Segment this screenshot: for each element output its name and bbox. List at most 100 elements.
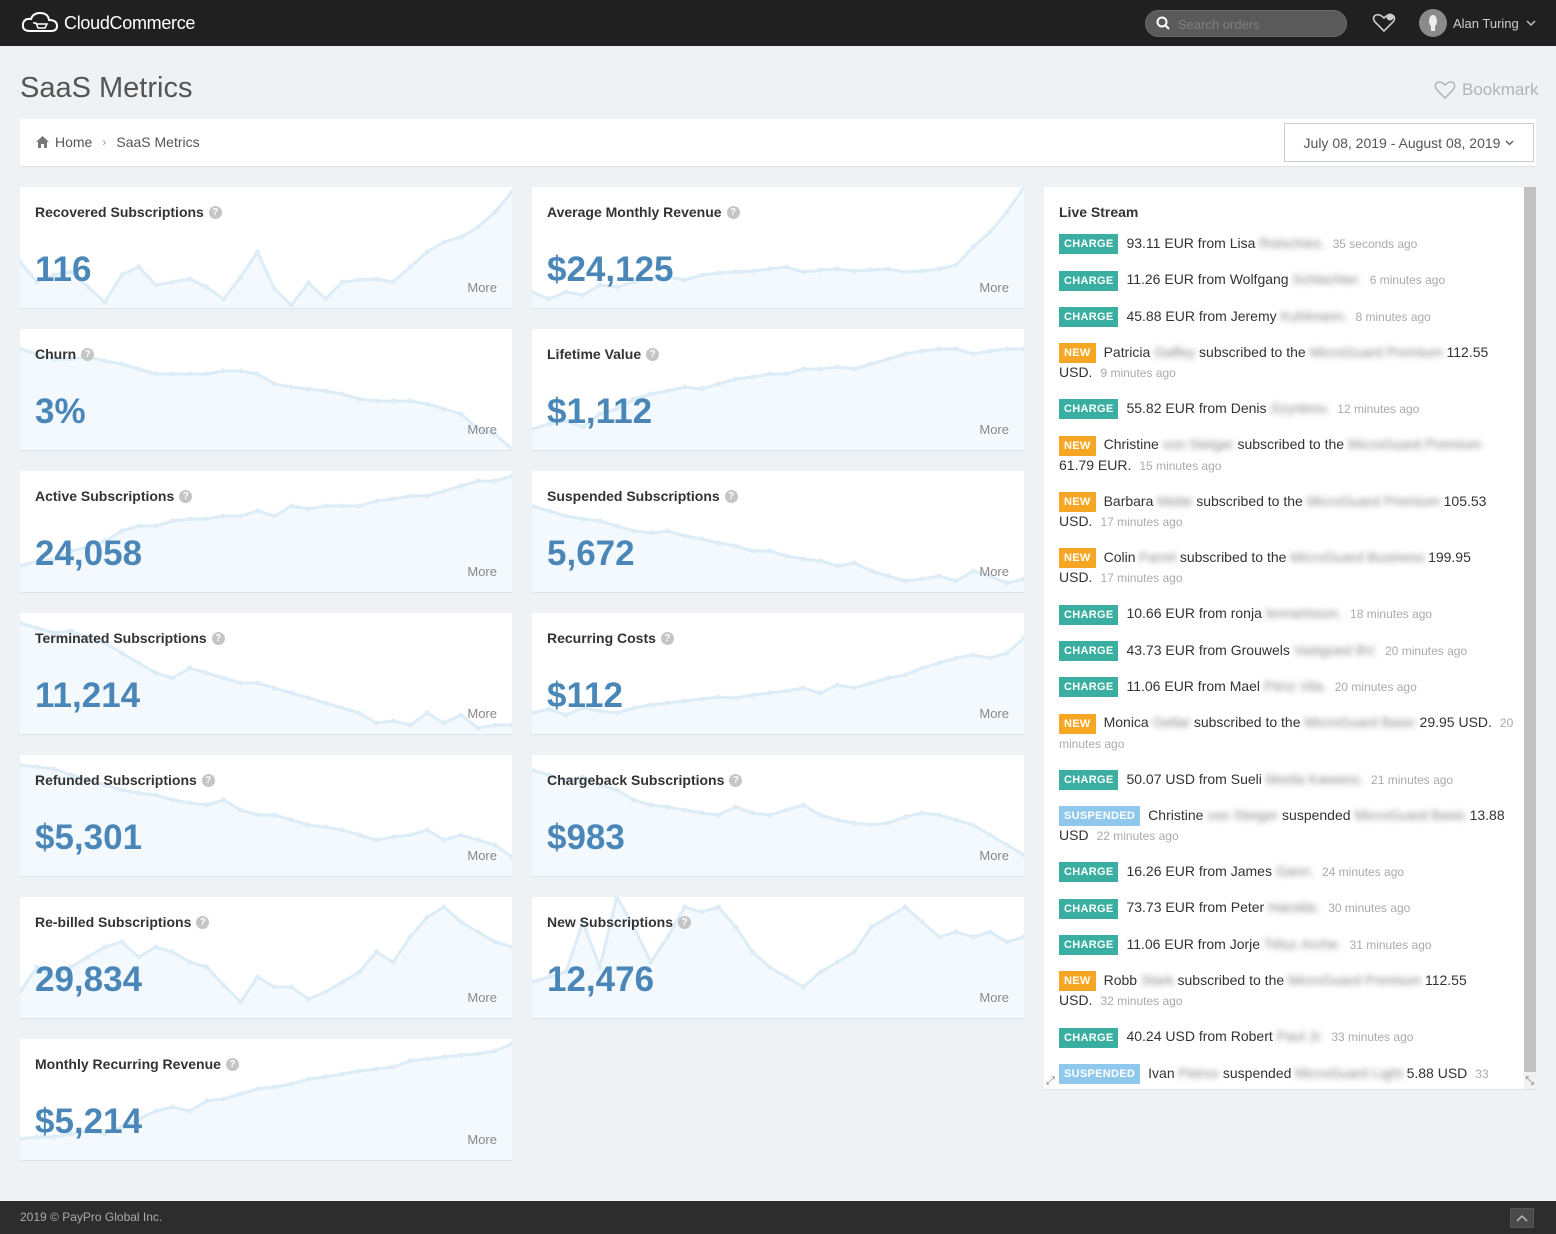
event-action: subscribed to the (1193, 714, 1301, 731)
more-link[interactable]: More (979, 280, 1009, 295)
breadcrumb: Home › SaaS Metrics (36, 134, 200, 150)
resize-handle-icon[interactable]: ⤢ (1046, 1075, 1055, 1087)
more-link[interactable]: More (979, 706, 1009, 721)
stream-event: SUSPENDED Christine von Steiger suspended… (1059, 806, 1514, 846)
sparkline-chart (20, 762, 512, 876)
event-text: 73.73 EUR from Peter (1126, 899, 1265, 916)
help-icon[interactable]: ? (678, 915, 692, 929)
help-icon[interactable]: ? (81, 347, 95, 361)
metric-title-text: Monthly Recurring Revenue (35, 1056, 221, 1072)
event-time: 17 minutes ago (1100, 515, 1183, 530)
metric-title-text: Re-billed Subscriptions (35, 914, 192, 930)
more-link[interactable]: More (467, 706, 497, 721)
event-text: 55.82 EUR from Denis (1126, 400, 1267, 417)
event-action: suspended (1222, 1064, 1292, 1081)
sparkline-chart (20, 189, 512, 308)
chevron-down-icon (1526, 20, 1536, 26)
event-time: 33 minutes ago (1331, 1030, 1414, 1045)
more-link[interactable]: More (979, 848, 1009, 863)
event-customer-name: Vastgoed BV. (1293, 641, 1378, 658)
event-product: MicroGuard Premium (1288, 972, 1422, 989)
brand-logo[interactable]: CloudCommerce (20, 11, 195, 35)
event-product: MicroGuard Business (1290, 549, 1425, 566)
bookmark-button[interactable]: Bookmark (1434, 80, 1539, 100)
event-customer-name: Szynkiov. (1270, 400, 1330, 417)
bookmarks-heart-icon[interactable] (1372, 13, 1396, 33)
resize-handle-icon[interactable]: ⤡ (1525, 1075, 1534, 1087)
scroll-to-top-button[interactable] (1510, 1208, 1534, 1228)
live-stream-title: Live Stream (1059, 204, 1139, 220)
event-text: Ivan (1148, 1064, 1175, 1081)
metric-value: 29,834 (35, 960, 143, 999)
breadcrumb-home[interactable]: Home (55, 134, 93, 150)
event-amount: 105.53 USD. (1059, 492, 1487, 530)
event-time: 6 minutes ago (1369, 273, 1446, 288)
help-icon[interactable]: ? (729, 773, 743, 787)
stream-event: NEW Patricia Gaffey subscribed to the Mic… (1059, 343, 1514, 383)
scrollbar-thumb[interactable] (1524, 187, 1536, 1072)
help-icon[interactable]: ? (724, 489, 738, 503)
event-type-badge: CHARGE (1059, 270, 1119, 291)
home-icon (36, 136, 49, 148)
event-text: 43.73 EUR from Grouwels (1126, 641, 1290, 658)
event-text: 16.26 EUR from James (1126, 863, 1272, 880)
help-icon[interactable]: ? (196, 915, 210, 929)
scrollbar-track[interactable] (1524, 187, 1536, 1089)
event-time: 15 minutes ago (1139, 458, 1222, 473)
event-text: 45.88 EUR from Jeremy (1126, 307, 1277, 324)
stream-event: NEW Christine von Steiger subscribed to t… (1059, 435, 1514, 475)
user-name: Alan Turing (1453, 15, 1519, 31)
metric-title-text: Lifetime Value (547, 346, 642, 362)
more-link[interactable]: More (979, 990, 1009, 1005)
stream-event: CHARGE 11.06 EUR from Jorje Téluc Arche. 3… (1059, 935, 1514, 956)
more-link[interactable]: More (979, 564, 1009, 579)
user-menu[interactable]: Alan Turing (1419, 9, 1536, 37)
sparkline-chart (532, 767, 1024, 876)
metric-card-terminated-subscriptions: Terminated Subscriptions ? 11,214 More (20, 613, 512, 735)
sparkline-chart (20, 904, 512, 1018)
event-type-badge: NEW (1059, 343, 1096, 364)
metric-card-monthly-recurring-revenue: Monthly Recurring Revenue ? $5,214 More (20, 1039, 512, 1161)
metric-title: Re-billed Subscriptions ? (35, 914, 210, 930)
more-link[interactable]: More (467, 280, 497, 295)
event-text: 40.24 USD from Robert (1126, 1028, 1273, 1045)
date-range-picker[interactable]: July 08, 2019 - August 08, 2019 (1284, 123, 1534, 162)
help-icon[interactable]: ? (201, 773, 215, 787)
metric-card-refunded-subscriptions: Refunded Subscriptions ? $5,301 More (20, 755, 512, 877)
heart-icon (1434, 81, 1456, 100)
event-amount: 29.95 USD. (1419, 714, 1492, 731)
help-icon[interactable]: ? (646, 347, 660, 361)
metric-title: Monthly Recurring Revenue ? (35, 1056, 239, 1072)
event-customer-name: Téluc Arche. (1263, 935, 1342, 952)
metric-title-text: Terminated Subscriptions (35, 630, 207, 646)
event-text: Robb (1103, 972, 1138, 989)
help-icon[interactable]: ? (211, 631, 225, 645)
more-link[interactable]: More (467, 848, 497, 863)
event-time: 9 minutes ago (1100, 366, 1176, 381)
event-product: MicroGuard Light (1295, 1064, 1403, 1081)
stream-event: CHARGE 50.07 USD from Sueli Morita Kawano… (1059, 769, 1514, 790)
metric-value: $1,112 (547, 392, 653, 431)
date-range-label: July 08, 2019 - August 08, 2019 (1303, 134, 1501, 151)
event-type-badge: SUSPENDED (1059, 1063, 1141, 1084)
event-time: 20 minutes ago (1059, 716, 1514, 751)
event-type-badge: NEW (1059, 492, 1096, 513)
event-customer-name: Harolds. (1268, 899, 1321, 916)
event-text: Christine (1148, 806, 1204, 823)
more-link[interactable]: More (467, 990, 497, 1005)
more-link[interactable]: More (979, 422, 1009, 437)
event-text: 93.11 EUR from Lisa (1126, 235, 1256, 251)
event-customer-name: Petrov (1178, 1064, 1219, 1081)
help-icon[interactable]: ? (208, 205, 222, 219)
breadcrumb-current: SaaS Metrics (116, 134, 200, 150)
help-icon[interactable]: ? (225, 1057, 239, 1071)
more-link[interactable]: More (467, 564, 497, 579)
help-icon[interactable]: ? (726, 205, 740, 219)
more-link[interactable]: More (467, 1132, 497, 1147)
search-input[interactable] (1178, 15, 1338, 33)
help-icon[interactable]: ? (179, 489, 193, 503)
help-icon[interactable]: ? (660, 631, 674, 645)
event-type-badge: CHARGE (1059, 898, 1119, 919)
more-link[interactable]: More (467, 422, 497, 437)
metric-title: Average Monthly Revenue ? (547, 204, 740, 220)
